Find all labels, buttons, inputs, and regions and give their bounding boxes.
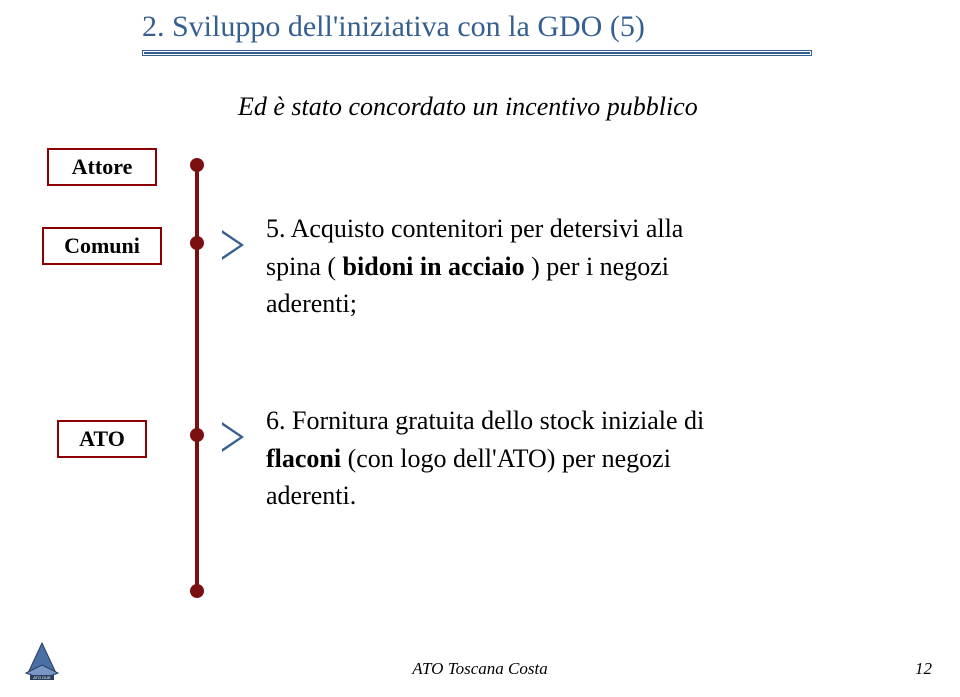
ato-logo-icon: ATO DUE bbox=[20, 639, 64, 683]
timeline-line bbox=[195, 162, 199, 592]
page-number: 12 bbox=[915, 659, 932, 679]
footer-text: ATO Toscana Costa bbox=[0, 659, 960, 679]
timeline-dot bbox=[190, 158, 204, 172]
timeline-arrow-icon bbox=[222, 422, 244, 452]
timeline-arrow-icon bbox=[222, 230, 244, 260]
svg-text:ATO DUE: ATO DUE bbox=[33, 675, 51, 680]
timeline-dot bbox=[190, 584, 204, 598]
intro-text: Ed è stato concordato un incentivo pubbl… bbox=[238, 92, 698, 122]
slide: 2. Sviluppo dell'iniziativa con la GDO (… bbox=[0, 0, 960, 697]
actor-box-ato: ATO bbox=[57, 420, 147, 458]
title-area: 2. Sviluppo dell'iniziativa con la GDO (… bbox=[142, 10, 832, 56]
actor-box-attore: Attore bbox=[47, 148, 157, 186]
bullet-6: 6. Fornitura gratuita dello stock inizia… bbox=[266, 402, 826, 515]
title-rule bbox=[142, 50, 812, 56]
actor-box-comuni: Comuni bbox=[42, 227, 162, 265]
bullet-5: 5. Acquisto contenitori per detersivi al… bbox=[266, 210, 826, 323]
timeline-dot bbox=[190, 428, 204, 442]
timeline-dot bbox=[190, 236, 204, 250]
slide-title: 2. Sviluppo dell'iniziativa con la GDO (… bbox=[142, 10, 832, 44]
